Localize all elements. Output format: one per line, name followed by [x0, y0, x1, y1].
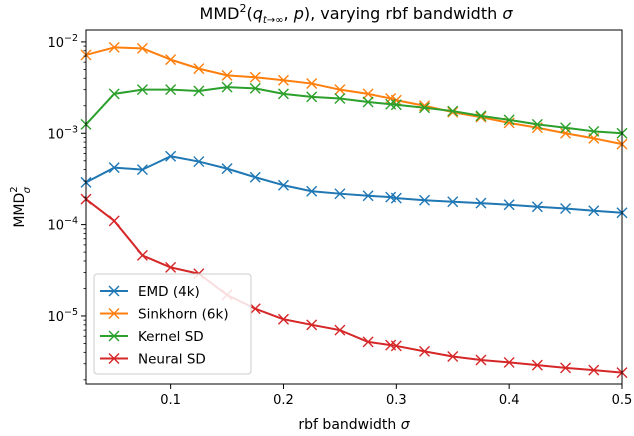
legend-item-neural-sd: Neural SD — [100, 352, 206, 368]
data-point-kernel-sd — [503, 114, 515, 126]
x-tick-label: 0.5 — [612, 393, 633, 408]
y-tick-label: 10−4 — [47, 216, 78, 234]
y-tick-label: 10−2 — [47, 33, 78, 51]
data-point-neural-sd — [560, 362, 572, 374]
legend-item-sinkhorn-6k: Sinkhorn (6k) — [100, 307, 229, 323]
data-point-neural-sd — [447, 351, 459, 362]
data-point-emd-4k — [165, 150, 177, 162]
x-tick-label: 0.3 — [386, 393, 407, 408]
data-point-neural-sd — [588, 364, 600, 376]
chart-title: MMD2(qt→∞, p), varying rbf bandwidth σ — [200, 2, 514, 26]
data-point-neural-sd — [249, 303, 261, 315]
legend-marker — [108, 330, 120, 342]
data-point-kernel-sd — [390, 99, 402, 111]
legend-label: Kernel SD — [138, 329, 204, 345]
data-point-kernel-sd — [419, 102, 431, 114]
legend-item-kernel-sd: Kernel SD — [100, 329, 204, 345]
data-point-kernel-sd — [165, 84, 177, 96]
data-point-kernel-sd — [362, 96, 374, 108]
data-point-neural-sd — [503, 356, 515, 368]
legend-marker — [108, 353, 120, 364]
data-point-sinkhorn-6k — [334, 84, 346, 96]
x-tick-label: 0.1 — [160, 393, 181, 408]
legend-label: EMD (4k) — [138, 284, 200, 300]
data-point-kernel-sd — [249, 82, 261, 94]
data-point-neural-sd — [419, 345, 431, 357]
data-point-kernel-sd — [447, 105, 459, 117]
data-point-sinkhorn-6k — [165, 54, 177, 66]
data-point-emd-4k — [277, 179, 289, 191]
y-tick-label: 10−5 — [47, 307, 78, 325]
legend-marker — [108, 285, 120, 297]
data-point-emd-4k — [475, 197, 487, 209]
data-point-kernel-sd — [560, 122, 572, 134]
data-point-neural-sd — [306, 319, 318, 331]
data-point-emd-4k — [136, 164, 148, 176]
data-point-sinkhorn-6k — [221, 69, 233, 81]
plot-frame — [85, 29, 623, 385]
data-point-emd-4k — [108, 162, 120, 174]
data-point-kernel-sd — [193, 85, 205, 97]
series-layer — [80, 41, 628, 379]
data-point-kernel-sd — [475, 110, 487, 122]
legend-marker — [108, 308, 120, 319]
y-tick-label: 10−3 — [47, 124, 78, 142]
data-point-sinkhorn-6k — [475, 111, 487, 123]
data-point-emd-4k — [362, 190, 374, 202]
data-point-emd-4k — [419, 194, 431, 206]
series-emd-4k — [80, 150, 628, 219]
legend-label: Sinkhorn (6k) — [138, 307, 229, 323]
data-point-kernel-sd — [277, 88, 289, 100]
data-point-sinkhorn-6k — [249, 71, 261, 83]
legend-box — [93, 273, 252, 375]
data-point-neural-sd — [165, 261, 177, 273]
data-point-sinkhorn-6k — [560, 127, 572, 139]
data-point-kernel-sd — [306, 91, 318, 103]
data-point-neural-sd — [277, 313, 289, 325]
data-point-emd-4k — [306, 185, 318, 197]
data-point-kernel-sd — [531, 118, 543, 130]
data-point-sinkhorn-6k — [362, 88, 374, 100]
data-point-emd-4k — [560, 203, 572, 215]
data-point-emd-4k — [447, 196, 459, 208]
ticks-layer: 0.1 0.2 0.3 0.4 0.5 10−5 10−4 10−3 10−2 — [47, 33, 632, 408]
data-point-emd-4k — [390, 192, 402, 204]
data-point-sinkhorn-6k — [447, 106, 459, 118]
data-point-sinkhorn-6k — [136, 42, 148, 54]
data-point-kernel-sd — [334, 93, 346, 105]
x-tick-label: 0.4 — [499, 393, 520, 408]
data-point-emd-4k — [221, 163, 233, 175]
data-point-kernel-sd — [108, 88, 120, 100]
data-point-emd-4k — [249, 171, 261, 183]
data-point-neural-sd — [390, 340, 402, 352]
data-point-neural-sd — [531, 359, 543, 371]
data-point-sinkhorn-6k — [193, 63, 205, 75]
data-point-emd-4k — [503, 199, 515, 211]
data-point-emd-4k — [531, 201, 543, 213]
data-point-sinkhorn-6k — [108, 41, 120, 53]
data-point-neural-sd — [136, 249, 148, 261]
data-point-neural-sd — [362, 336, 374, 348]
x-axis-label: rbf bandwidth σ — [298, 417, 410, 433]
legend-label: Neural SD — [138, 352, 206, 368]
data-point-kernel-sd — [588, 125, 600, 137]
data-point-neural-sd — [334, 324, 346, 336]
data-point-emd-4k — [334, 188, 346, 200]
data-point-kernel-sd — [136, 84, 148, 96]
data-point-neural-sd — [475, 354, 487, 366]
data-point-emd-4k — [588, 205, 600, 217]
data-point-neural-sd — [108, 215, 120, 227]
x-tick-label: 0.2 — [273, 393, 294, 408]
legend: EMD (4k) Sinkhorn (6k) Kernel SD Neural SD — [93, 273, 252, 375]
data-point-sinkhorn-6k — [277, 74, 289, 86]
legend-item-emd-4k: EMD (4k) — [100, 284, 200, 300]
y-axis-label: MMD2 σ — [9, 186, 33, 227]
data-point-emd-4k — [193, 156, 205, 168]
data-point-kernel-sd — [221, 81, 233, 93]
data-point-sinkhorn-6k — [306, 78, 318, 90]
